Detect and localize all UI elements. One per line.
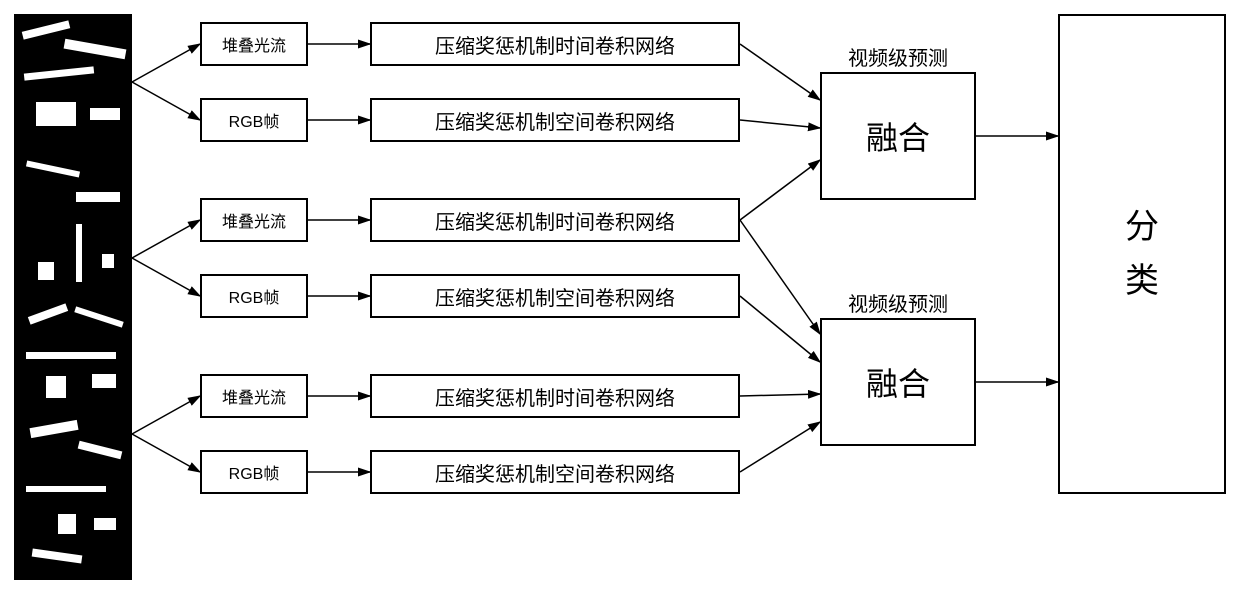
spatial-conv-net-box-2: 压缩奖惩机制空间卷积网络: [370, 274, 740, 318]
box-label: 压缩奖惩机制时间卷积网络: [435, 30, 675, 59]
fusion-title-text: 视频级预测: [848, 48, 948, 70]
spatial-conv-net-box-3: 压缩奖惩机制空间卷积网络: [370, 450, 740, 494]
box-label: 压缩奖惩机制空间卷积网络: [435, 458, 675, 487]
box-label: RGB帧: [229, 460, 280, 484]
box-label: 压缩奖惩机制时间卷积网络: [435, 206, 675, 235]
classify-text-1: 分: [1125, 200, 1159, 254]
box-label: RGB帧: [229, 284, 280, 308]
fusion-label: 融合: [866, 113, 930, 159]
stacked-optical-flow-box-2: 堆叠光流: [200, 198, 308, 242]
box-label: 压缩奖惩机制时间卷积网络: [435, 382, 675, 411]
rgb-frame-box-3: RGB帧: [200, 450, 308, 494]
box-label: RGB帧: [229, 108, 280, 132]
temporal-conv-net-box-3: 压缩奖惩机制时间卷积网络: [370, 374, 740, 418]
video-level-prediction-label-1: 视频级预测: [820, 42, 976, 71]
box-label: 堆叠光流: [222, 384, 286, 408]
stacked-optical-flow-box-1: 堆叠光流: [200, 22, 308, 66]
fusion-box-2: 融合: [820, 318, 976, 446]
box-label: 压缩奖惩机制空间卷积网络: [435, 282, 675, 311]
fusion-title-text: 视频级预测: [848, 294, 948, 316]
box-label: 压缩奖惩机制空间卷积网络: [435, 106, 675, 135]
rgb-frame-box-2: RGB帧: [200, 274, 308, 318]
stacked-optical-flow-box-3: 堆叠光流: [200, 374, 308, 418]
temporal-conv-net-box-2: 压缩奖惩机制时间卷积网络: [370, 198, 740, 242]
temporal-conv-net-box-1: 压缩奖惩机制时间卷积网络: [370, 22, 740, 66]
box-label: 堆叠光流: [222, 208, 286, 232]
box-label: 堆叠光流: [222, 32, 286, 56]
rgb-frame-box-1: RGB帧: [200, 98, 308, 142]
spatial-conv-net-box-1: 压缩奖惩机制空间卷积网络: [370, 98, 740, 142]
classification-box: 分 类: [1058, 14, 1226, 494]
classify-text-2: 类: [1125, 254, 1159, 308]
fusion-box-1: 融合: [820, 72, 976, 200]
video-frames-panel: [14, 14, 132, 580]
video-level-prediction-label-2: 视频级预测: [820, 288, 976, 317]
fusion-label: 融合: [866, 359, 930, 405]
